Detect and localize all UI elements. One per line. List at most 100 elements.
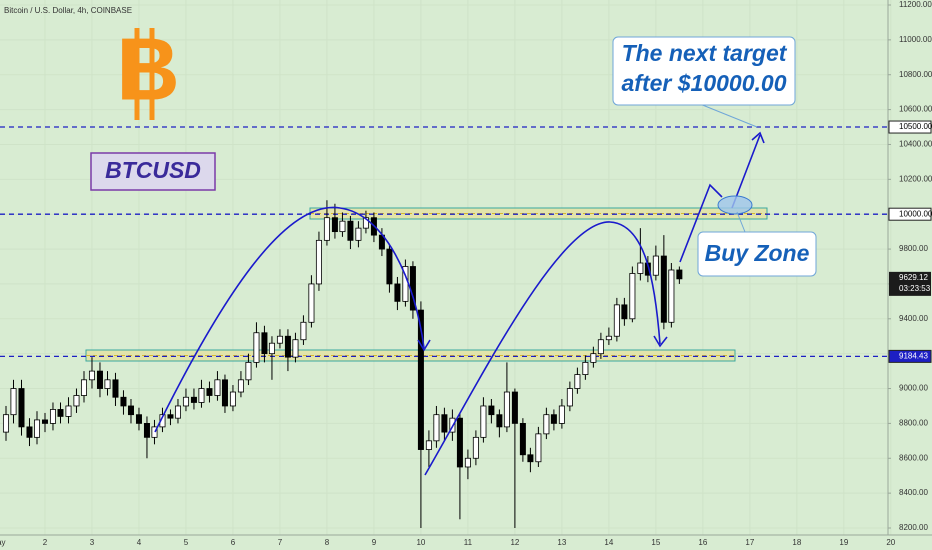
candle-body	[41, 419, 48, 424]
candle-body	[472, 436, 479, 459]
candle-body	[621, 304, 628, 320]
candle-body	[268, 342, 275, 355]
candle-body	[527, 454, 534, 463]
y-tick-label: 8600.00	[899, 453, 928, 462]
candle-body	[190, 396, 197, 403]
candle-body	[26, 426, 33, 438]
candle-body	[276, 335, 283, 344]
candle-body	[323, 217, 330, 241]
candle-body	[496, 414, 503, 428]
y-tick-label: 9400.00	[899, 314, 928, 323]
candle-body	[308, 283, 315, 323]
candle-body	[120, 396, 127, 407]
candle-body	[660, 255, 667, 323]
candle-body	[315, 239, 322, 285]
arc	[424, 221, 661, 476]
y-tick-label: 10800.00	[899, 70, 932, 79]
candle-body	[253, 332, 260, 363]
y-tick-label: 8400.00	[899, 488, 928, 497]
candle-body	[245, 361, 252, 381]
y-tick-label: 9000.00	[899, 384, 928, 393]
level-tag	[888, 207, 932, 221]
x-tick-label: 4	[137, 538, 142, 547]
candle-body	[182, 396, 189, 407]
x-tick-label: May	[0, 538, 6, 547]
callout-pointer	[699, 103, 758, 128]
level-label: 10500.00	[899, 122, 932, 131]
levels	[0, 126, 888, 358]
candle-body	[88, 370, 95, 381]
target-note: The next target	[622, 40, 788, 66]
x-tick-label: 17	[745, 538, 754, 547]
x-tick-label: 3	[90, 538, 95, 547]
x-tick-label: 20	[886, 538, 895, 547]
x-tick-label: 2	[43, 538, 48, 547]
candle-body	[49, 409, 56, 424]
logo: B	[116, 19, 180, 118]
candle-body	[590, 353, 597, 363]
x-tick-label: 18	[792, 538, 801, 547]
candle-body	[57, 409, 64, 417]
buy-zone-note: Buy Zone	[705, 240, 810, 266]
level-tag	[888, 120, 932, 134]
candle-body	[488, 405, 495, 416]
arrow-head	[417, 339, 431, 352]
candle-body	[652, 255, 659, 276]
candle-body	[480, 405, 487, 438]
candle-body	[198, 388, 205, 403]
candle-body	[386, 248, 393, 285]
candle-body	[503, 391, 510, 428]
candle-body	[417, 309, 424, 450]
path-line	[679, 183, 723, 263]
y-tick-label: 10600.00	[899, 105, 932, 114]
candle-body	[174, 405, 181, 419]
candle-body	[441, 414, 448, 433]
candle-body	[597, 339, 604, 355]
candle-body	[206, 388, 213, 396]
candle-body	[574, 374, 581, 389]
candle-body	[18, 388, 25, 428]
arrow-head	[653, 335, 668, 348]
candle-body	[355, 227, 362, 241]
candle-body	[511, 391, 518, 424]
candle-body	[10, 388, 17, 416]
x-tick-label: 16	[698, 538, 707, 547]
y-tick-label: 10200.00	[899, 174, 932, 183]
candle-body	[535, 433, 542, 463]
candle-body	[519, 422, 526, 456]
symbol: BTCUSD	[105, 157, 201, 183]
candle-body	[425, 440, 432, 450]
candle-body	[582, 361, 589, 375]
x-tick-label: 5	[184, 538, 189, 547]
level-label: 10000.00	[899, 209, 932, 218]
candle-body	[347, 220, 354, 241]
candle-body	[292, 339, 299, 358]
callout-pointer	[736, 211, 746, 233]
candle-body	[261, 332, 268, 355]
candle-body	[543, 414, 550, 435]
candle-body	[167, 414, 174, 419]
x-tick-label: 7	[278, 538, 283, 547]
candle-body	[112, 379, 119, 398]
candle-body	[629, 273, 636, 320]
candle-body	[339, 220, 346, 233]
candle-body	[300, 321, 307, 341]
candle-body	[229, 391, 236, 407]
y-tick-label: 11000.00	[899, 35, 932, 44]
candle-body	[605, 335, 612, 341]
y-tick-label: 10400.00	[899, 140, 932, 149]
candle-body	[143, 422, 150, 438]
x-tick-label: 12	[510, 538, 519, 547]
symbol-box	[90, 152, 216, 191]
candle-body	[464, 457, 471, 468]
candle-body	[104, 379, 111, 389]
x-tick-label: 10	[416, 538, 425, 547]
y-tick-label: 9800.00	[899, 244, 928, 253]
x-tick-label: 11	[464, 538, 473, 547]
candle-body	[96, 370, 103, 389]
candle-body	[73, 395, 80, 407]
x-tick-label: 6	[231, 538, 236, 547]
candle-body	[613, 304, 620, 337]
